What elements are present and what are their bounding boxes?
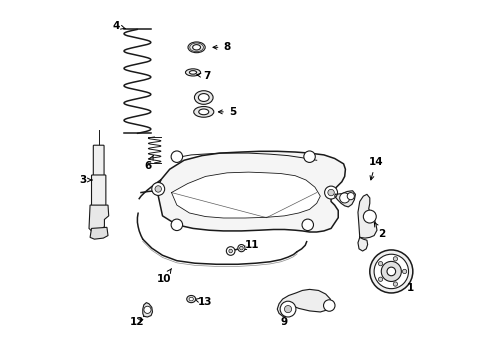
Circle shape <box>240 246 243 250</box>
Text: 4: 4 <box>112 21 125 31</box>
Circle shape <box>324 186 338 199</box>
Ellipse shape <box>198 94 209 102</box>
Text: 12: 12 <box>130 317 145 327</box>
Ellipse shape <box>195 91 213 104</box>
Circle shape <box>347 193 354 200</box>
Circle shape <box>328 189 334 196</box>
Ellipse shape <box>186 69 200 76</box>
Circle shape <box>229 249 232 253</box>
Circle shape <box>226 247 235 255</box>
Circle shape <box>304 151 315 162</box>
Circle shape <box>393 257 397 261</box>
Polygon shape <box>358 194 377 238</box>
Circle shape <box>402 269 407 274</box>
Text: 10: 10 <box>157 269 171 284</box>
Ellipse shape <box>194 107 214 117</box>
Circle shape <box>238 244 245 252</box>
Text: 8: 8 <box>213 42 231 52</box>
Text: 14: 14 <box>368 157 383 180</box>
Polygon shape <box>172 172 320 218</box>
Polygon shape <box>90 227 108 239</box>
Ellipse shape <box>190 71 196 74</box>
Text: 7: 7 <box>197 71 211 81</box>
Circle shape <box>364 210 376 223</box>
Ellipse shape <box>188 42 205 53</box>
Text: 5: 5 <box>219 107 236 117</box>
Polygon shape <box>358 237 368 251</box>
Circle shape <box>171 219 183 230</box>
Circle shape <box>340 193 350 203</box>
Ellipse shape <box>189 297 194 301</box>
Circle shape <box>378 261 383 266</box>
Text: 6: 6 <box>145 155 153 171</box>
Circle shape <box>378 277 383 282</box>
Text: 11: 11 <box>242 239 259 249</box>
Circle shape <box>302 219 314 230</box>
FancyBboxPatch shape <box>93 145 104 177</box>
Polygon shape <box>143 303 152 317</box>
Text: 3: 3 <box>79 175 92 185</box>
Circle shape <box>374 254 409 289</box>
Circle shape <box>393 282 397 286</box>
Circle shape <box>171 151 183 162</box>
Text: 13: 13 <box>195 297 212 307</box>
Ellipse shape <box>199 109 209 115</box>
Circle shape <box>155 186 161 192</box>
Ellipse shape <box>193 45 200 50</box>
Polygon shape <box>157 151 345 232</box>
FancyBboxPatch shape <box>92 175 106 206</box>
Circle shape <box>387 267 395 276</box>
Circle shape <box>370 250 413 293</box>
Circle shape <box>280 301 296 317</box>
Ellipse shape <box>187 296 196 303</box>
Text: 1: 1 <box>397 279 414 293</box>
Circle shape <box>152 183 165 195</box>
Circle shape <box>323 300 335 311</box>
Polygon shape <box>277 289 331 317</box>
Circle shape <box>285 306 292 313</box>
Text: 9: 9 <box>281 311 289 327</box>
Circle shape <box>381 261 401 282</box>
Text: 2: 2 <box>374 223 385 239</box>
Polygon shape <box>335 191 355 207</box>
Polygon shape <box>89 205 109 232</box>
Circle shape <box>144 306 151 314</box>
